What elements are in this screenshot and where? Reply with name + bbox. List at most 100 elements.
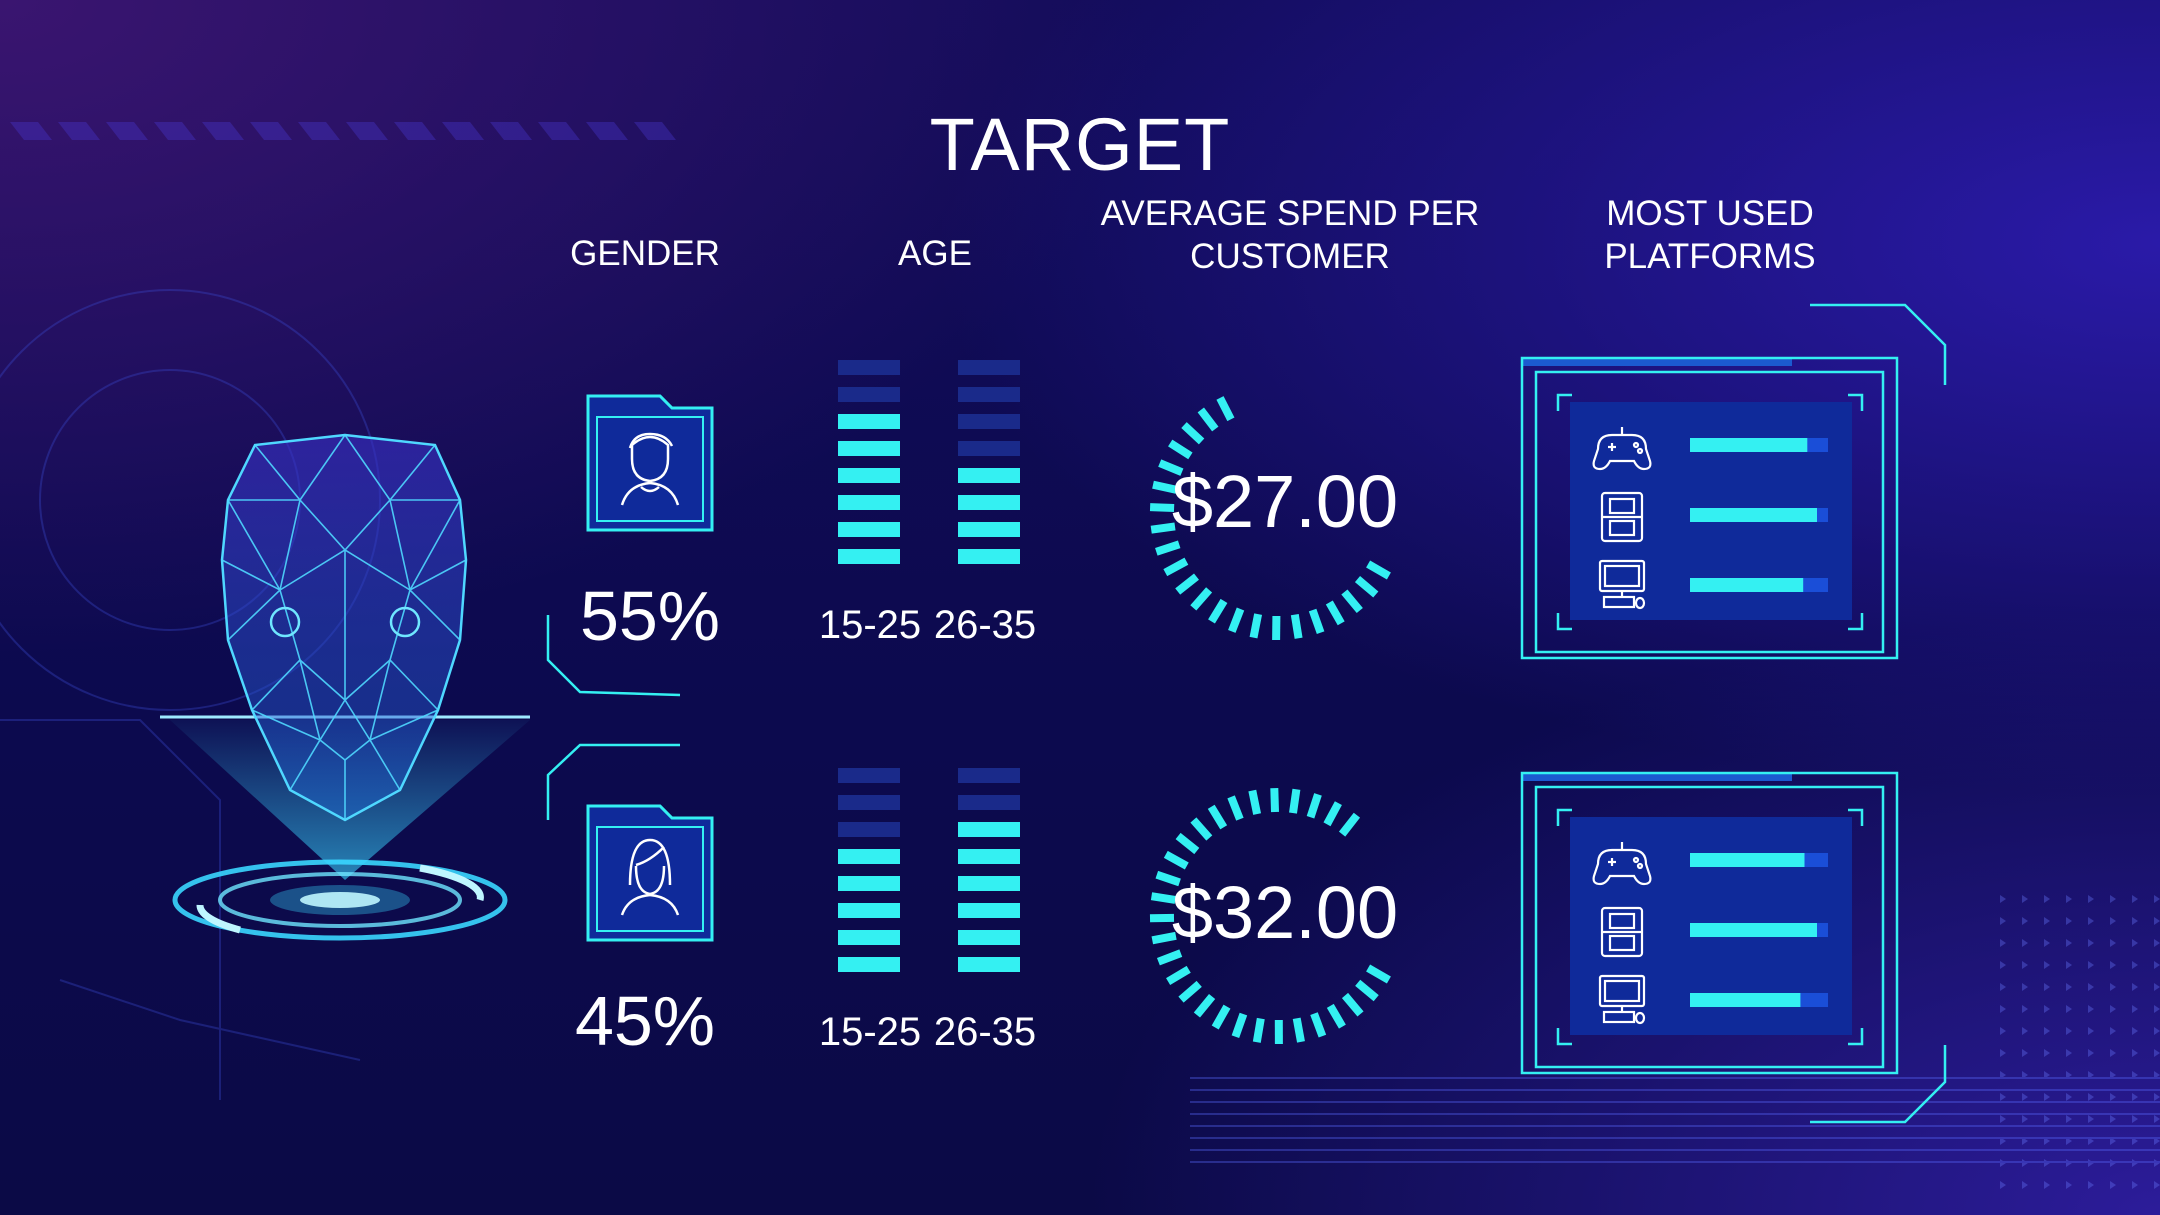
connector-lines [546, 303, 1947, 1124]
average-spend-header-line1: AVERAGE SPEND PER [1100, 194, 1480, 233]
age-range-label: 26-35 [933, 603, 1037, 647]
gauge-tick [1341, 589, 1363, 614]
desktop-computer-icon [1598, 559, 1646, 610]
face-hologram-icon [160, 433, 530, 941]
age-bar-segment [958, 903, 1020, 918]
age-bar-segment [958, 360, 1020, 375]
age-bar-segment [958, 414, 1020, 429]
platform-bar-fill [1690, 993, 1801, 1007]
gauge-tick [1207, 804, 1228, 830]
spend-value-male: $27.00 [1171, 460, 1399, 543]
dot-grid [2000, 895, 2160, 1189]
gauge-tick [1190, 587, 1213, 611]
age-bar-segment [958, 522, 1020, 537]
gauge-tick [1152, 480, 1178, 494]
gauge-tick [1231, 1012, 1248, 1039]
age-bar-segment [838, 903, 900, 918]
age-bar-segment [958, 822, 1020, 837]
gauge-tick [1150, 892, 1176, 904]
male-avatar-icon [586, 394, 714, 532]
age-bar-segment [838, 849, 900, 864]
gauge-tick [1156, 949, 1183, 966]
age-bar-segment [958, 876, 1020, 891]
age-bar-segment [838, 549, 900, 564]
gauge-tick [1155, 870, 1181, 887]
age-bar-segment [958, 495, 1020, 510]
gauge-tick [1227, 795, 1244, 821]
gauge-tick [1216, 396, 1235, 422]
gauge-tick [1306, 793, 1322, 819]
gauge-tick [1270, 787, 1279, 813]
gauge-tick [1151, 931, 1177, 945]
gauge-tick [1289, 788, 1301, 814]
gauge-tick [1155, 540, 1181, 556]
age-range-label: 26-35 [933, 1010, 1037, 1054]
gauge-tick [1181, 422, 1205, 445]
gauge-tick [1323, 801, 1342, 827]
age-bars [838, 360, 1020, 972]
gauge-tick [1163, 850, 1189, 870]
male-percent: 55% [579, 577, 721, 655]
female-avatar-icon [586, 804, 714, 942]
gauge-tick [1175, 573, 1199, 595]
gauge-tick [1338, 812, 1361, 837]
age-range-label: 15-25 [818, 1010, 922, 1054]
spend-value-female: $32.00 [1171, 871, 1399, 954]
platform-panel [1520, 771, 1899, 1075]
gauge-tick [1252, 1017, 1265, 1043]
platform-panel [1520, 356, 1899, 660]
gauge-tick [1326, 1003, 1346, 1029]
bottom-lines [1190, 1077, 2160, 1163]
gauge-tick [1149, 503, 1175, 512]
age-bar-segment [838, 876, 900, 891]
age-bar-segment [958, 468, 1020, 483]
gauge-tick [1163, 557, 1189, 577]
age-bar-segment [958, 387, 1020, 402]
platforms-header-line1: MOST USED [1606, 194, 1814, 233]
age-bar-segment [838, 360, 900, 375]
background-decoration [0, 122, 2160, 1189]
gauge-tick [1190, 817, 1213, 841]
top-left-stripes [10, 122, 676, 140]
gauge-tick [1366, 560, 1391, 580]
gauge-tick [1168, 439, 1193, 460]
gender-header: GENDER [570, 234, 720, 273]
gauge-tick [1158, 459, 1184, 476]
age-bar-segment [838, 930, 900, 945]
age-range-label: 15-25 [818, 603, 922, 647]
age-bar-segment [838, 822, 900, 837]
gauge-tick [1308, 608, 1325, 635]
gauge-tick [1211, 1004, 1231, 1030]
age-bar-segment [838, 468, 900, 483]
gauge-tick [1325, 600, 1345, 626]
gauge-tick [1208, 598, 1228, 624]
gauge-tick [1292, 1017, 1305, 1043]
age-bar-segment [838, 387, 900, 402]
female-percent: 45% [574, 982, 716, 1060]
age-header: AGE [898, 234, 972, 273]
gauge-tick [1249, 613, 1263, 639]
gauge-tick [1193, 993, 1216, 1018]
age-bar-segment [838, 957, 900, 972]
gauge-tick [1355, 979, 1379, 1002]
age-bar-segment [838, 522, 900, 537]
platform-bar-fill [1690, 438, 1808, 452]
age-bar-segment [958, 768, 1020, 783]
platforms-header: MOST USED PLATFORMS [1540, 192, 1880, 278]
gauge-tick [1366, 964, 1391, 984]
platforms-header-line2: PLATFORMS [1604, 237, 1816, 276]
gamepad-icon [1592, 427, 1652, 471]
age-bar-segment [838, 495, 900, 510]
age-bar-segment [958, 930, 1020, 945]
gauge-tick [1354, 576, 1379, 598]
spend-gauges [1149, 396, 1391, 1045]
average-spend-header-line2: CUSTOMER [1190, 237, 1390, 276]
platform-bar-fill [1690, 508, 1817, 522]
platform-bar-fill [1690, 578, 1804, 592]
handheld-console-icon [1600, 906, 1644, 958]
platform-panels [1520, 356, 1899, 1075]
gauge-tick [1290, 613, 1303, 639]
average-spend-header: AVERAGE SPEND PER CUSTOMER [1060, 192, 1520, 278]
